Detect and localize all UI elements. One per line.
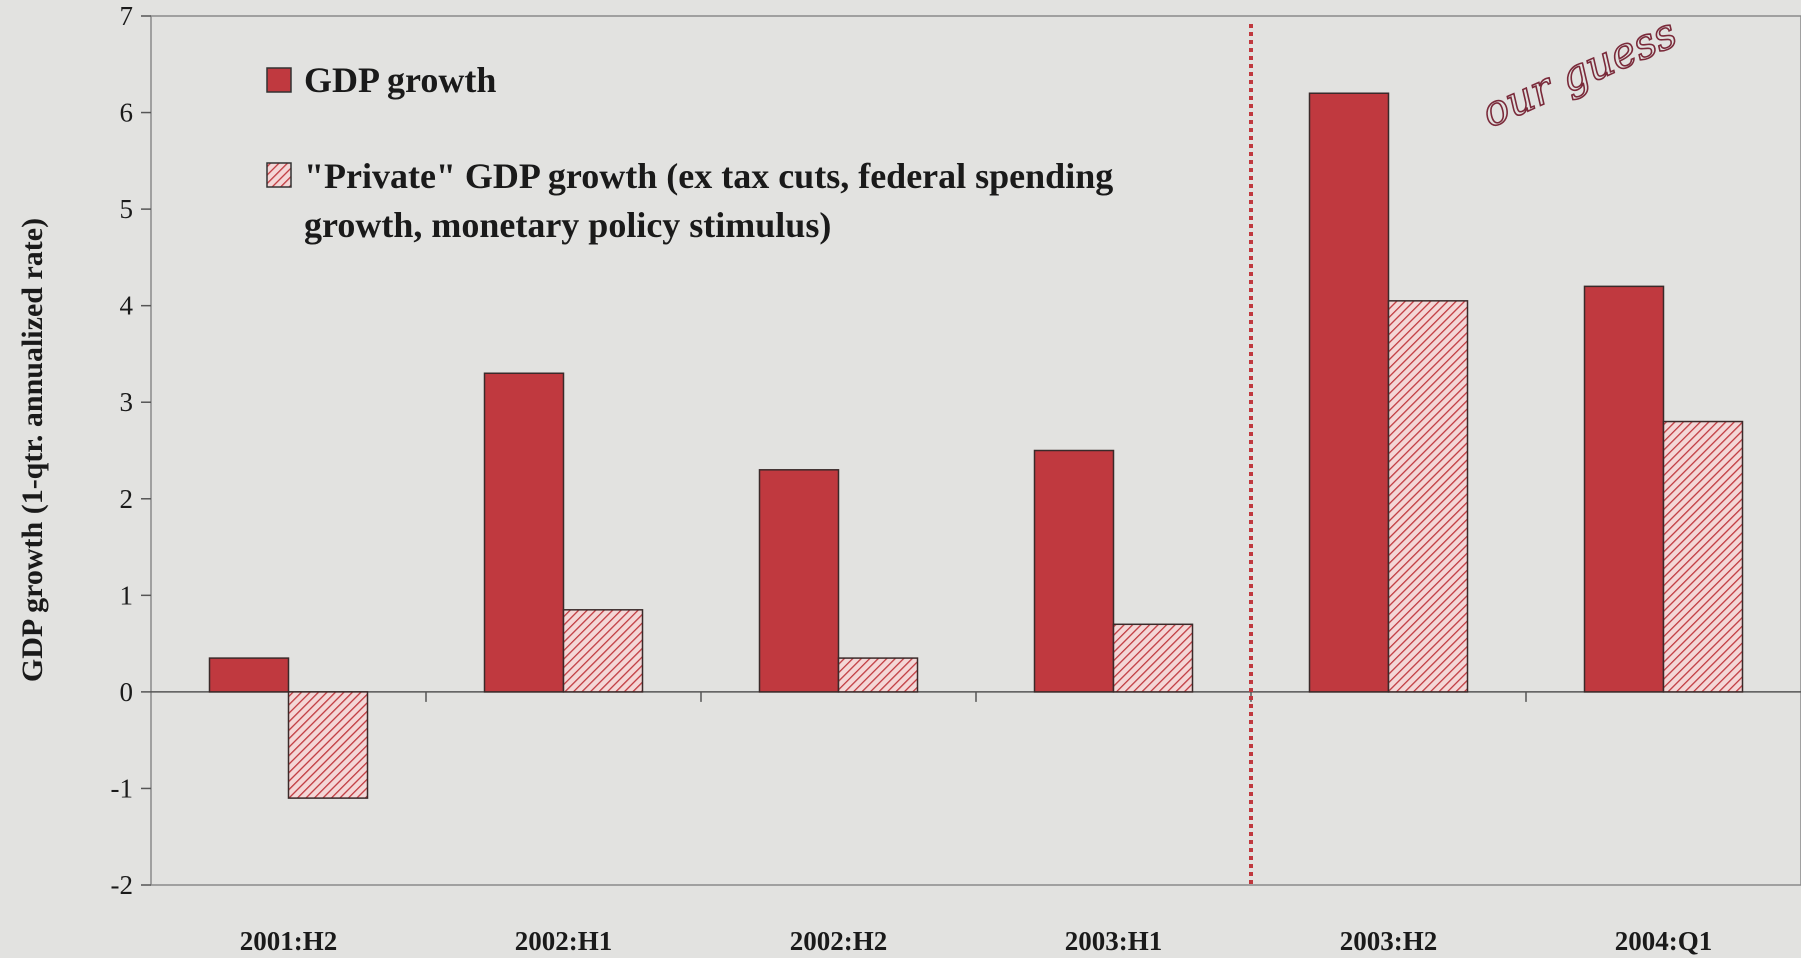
- bars: [208, 92, 1744, 799]
- x-tick-label: 2002:H2: [790, 926, 888, 956]
- bar-private-gdp-growth: [1387, 300, 1469, 693]
- x-tick-label: 2004:Q1: [1615, 926, 1713, 956]
- y-tick-label: 5: [120, 194, 134, 224]
- x-tick-label: 2003:H1: [1065, 926, 1163, 956]
- bar-gdp-growth: [483, 372, 565, 693]
- y-tick-label: 1: [120, 580, 134, 610]
- bar-private-gdp-growth: [1112, 623, 1194, 693]
- bar-gdp-growth: [208, 657, 290, 693]
- bar-private-gdp-growth: [287, 691, 369, 799]
- y-axis-label: GDP growth (1-qtr. annualized rate): [16, 218, 49, 682]
- plot-area: [150, 15, 1801, 886]
- y-tick-label: 4: [120, 291, 134, 321]
- x-tick-label: 2003:H2: [1340, 926, 1438, 956]
- bar-private-gdp-growth: [1662, 420, 1744, 693]
- bar-gdp-growth: [1033, 449, 1115, 693]
- legend-label-line: growth, monetary policy stimulus): [304, 205, 831, 245]
- x-tick-label: 2002:H1: [515, 926, 613, 956]
- bar-private-gdp-growth: [837, 657, 919, 693]
- y-tick-label: 6: [120, 98, 134, 128]
- bar-gdp-growth: [758, 469, 840, 693]
- legend: GDP growth "Private" GDP growth (ex tax …: [266, 60, 1113, 245]
- bar-gdp-growth: [1308, 92, 1390, 693]
- bar-gdp-growth: [1583, 285, 1665, 693]
- bar-private-gdp-growth: [562, 609, 644, 693]
- legend-label-private: "Private" GDP growth (ex tax cuts, feder…: [304, 156, 1113, 245]
- x-axis: 2001:H2 2002:H1 2002:H2 2003:H1 2003:H2 2004:…: [240, 691, 1713, 956]
- y-tick-label: 2: [120, 484, 134, 514]
- y-tick-label: 7: [120, 1, 134, 31]
- y-tick-label: -2: [111, 870, 134, 900]
- x-tick-label: 2001:H2: [240, 926, 338, 956]
- legend-swatch-gdp: [266, 67, 292, 93]
- legend-swatch-private: [266, 162, 292, 188]
- y-tick-label: -1: [111, 773, 134, 803]
- legend-label-line: "Private" GDP growth (ex tax cuts, feder…: [304, 156, 1113, 196]
- legend-label-gdp: GDP growth: [304, 60, 496, 100]
- y-tick-label: 0: [120, 677, 134, 707]
- y-tick-label: 3: [120, 387, 134, 417]
